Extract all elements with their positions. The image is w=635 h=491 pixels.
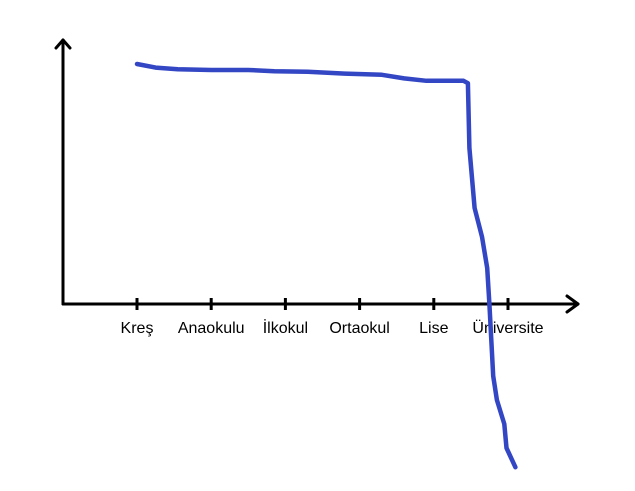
series-group [134, 61, 518, 470]
series-line [134, 61, 518, 470]
x-tick-label: Ortaokul [329, 320, 389, 337]
x-tick-label: Anaokulu [178, 320, 245, 337]
y-axis [54, 38, 72, 306]
x-tick-label: Lise [419, 320, 448, 337]
x-tick-label: İlkokul [263, 318, 308, 337]
x-ticks [135, 298, 510, 310]
x-tick-labels: Kreş Anaokulu İlkokul Ortaokul Lise Üniversit… [121, 318, 544, 337]
x-tick-label: Kreş [121, 320, 154, 337]
y-axis-arrow-icon [54, 38, 72, 50]
x-axis-arrow-icon [565, 294, 580, 314]
x-tick-label: Üniversite [472, 319, 543, 337]
x-axis [61, 294, 580, 314]
